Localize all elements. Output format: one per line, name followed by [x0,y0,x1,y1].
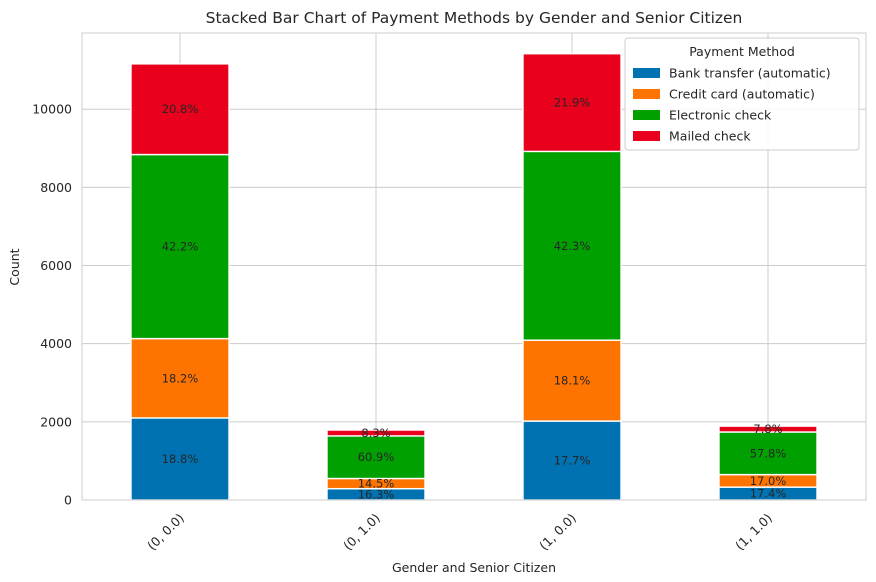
bar-percent-label: 18.1% [554,374,591,388]
legend-swatch [633,89,660,99]
legend-label: Bank transfer (automatic) [669,66,831,81]
x-axis-label: Gender and Senior Citizen [392,560,556,575]
legend-swatch [633,68,660,78]
x-tick-label: (0, 0.0) [144,510,187,553]
bar-segment [130,63,230,156]
y-tick-label: 8000 [40,180,72,195]
x-tick-label: (1, 0.0) [536,510,579,553]
legend-label: Mailed check [669,129,751,144]
bar-segment [130,417,230,501]
legend-items: Bank transfer (automatic) Credit card (au… [633,66,831,144]
bar-segment [718,431,818,476]
bar-percent-label: 42.3% [554,239,591,253]
bar-percent-label: 17.7% [554,454,591,468]
bars [130,53,818,501]
bar-percent-label: 17.4% [750,487,787,501]
bar-percent-label: 42.2% [162,240,199,254]
legend-label: Credit card (automatic) [669,87,815,102]
bar-segment [130,153,230,340]
y-tick-label: 4000 [40,336,72,351]
legend-label: Electronic check [669,108,772,123]
y-axis-ticks: 0 2000 4000 6000 8000 10000 [32,102,72,508]
bar-percent-label: 17.0% [750,474,787,488]
x-axis-ticks: (0, 0.0) (0, 1.0) (1, 0.0) (1, 1.0) [144,510,775,553]
bar-percent-label: 7.8% [753,422,782,436]
legend-swatch [633,110,660,120]
bar-percent-label: 8.3% [361,426,390,440]
bar-segment [522,53,622,153]
y-tick-label: 10000 [32,102,72,117]
bar-percent-label: 21.9% [554,96,591,110]
x-tick-label: (1, 1.0) [732,510,775,553]
bar-percent-label: 57.8% [750,446,787,460]
bar-percent-label: 14.5% [358,477,395,491]
bar-percent-label: 20.8% [162,102,199,116]
chart-title: Stacked Bar Chart of Payment Methods by … [206,9,743,27]
bar-segment [522,150,622,341]
plot-frame [81,32,867,501]
bar-percent-label: 60.9% [358,450,395,464]
bar-segment [326,429,426,437]
legend-title: Payment Method [689,44,795,59]
x-tick-label: (0, 1.0) [340,510,383,553]
bar-percent-label: 18.8% [162,452,199,466]
y-tick-label: 0 [64,493,72,508]
bar-segment [718,425,818,433]
y-axis-label: Count [7,248,22,285]
legend: Payment Method Bank transfer (automatic)… [624,37,860,151]
y-tick-label: 6000 [40,258,72,273]
bar-segment [326,435,426,480]
bar-percent-label: 18.2% [162,371,199,385]
bar-segment [522,339,622,422]
legend-swatch [633,131,660,141]
y-tick-label: 2000 [40,414,72,429]
bar-segment [130,337,230,419]
bar-percent-label: 16.3% [358,487,395,501]
data-labels: 18.8% 18.2% 42.2% 20.8% 16.3%14.5% 60.9% 8.3% 1… [162,96,787,502]
bar-segment [522,420,622,501]
legend-box [624,37,860,151]
